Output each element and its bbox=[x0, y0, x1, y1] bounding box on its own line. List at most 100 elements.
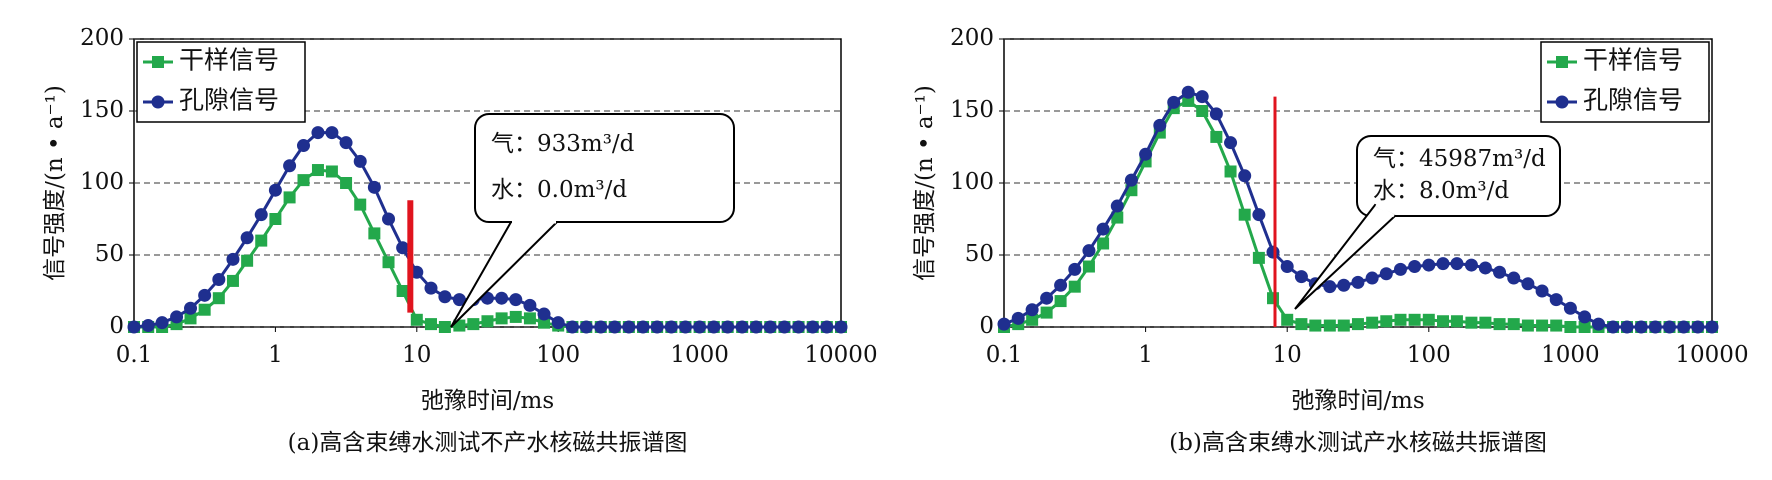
marker bbox=[396, 285, 409, 297]
marker bbox=[820, 320, 834, 334]
marker bbox=[1110, 199, 1124, 213]
marker bbox=[537, 307, 551, 321]
marker bbox=[1677, 320, 1691, 334]
y-tick-label: 100 bbox=[950, 169, 994, 195]
y-tick-label: 50 bbox=[95, 241, 124, 267]
x-tick-label: 1000 bbox=[670, 342, 729, 368]
marker bbox=[339, 136, 353, 150]
marker bbox=[636, 320, 650, 334]
marker bbox=[523, 312, 536, 325]
marker bbox=[1068, 262, 1082, 276]
marker bbox=[1082, 260, 1095, 273]
marker bbox=[1422, 258, 1436, 272]
x-tick-label: 10 bbox=[1273, 342, 1302, 368]
marker bbox=[1309, 319, 1322, 332]
marker bbox=[1040, 291, 1054, 305]
marker bbox=[1082, 244, 1096, 258]
marker bbox=[509, 293, 523, 307]
marker bbox=[1323, 280, 1337, 294]
callout-text: 气：933m³/d bbox=[491, 131, 635, 157]
marker bbox=[354, 198, 367, 211]
marker bbox=[1252, 208, 1266, 222]
marker bbox=[678, 320, 692, 334]
marker bbox=[1620, 320, 1634, 334]
marker bbox=[523, 298, 537, 312]
callout-box bbox=[474, 113, 735, 223]
marker bbox=[1224, 136, 1238, 150]
caption: (a)高含束缚水测试不产水核磁共振谱图 bbox=[288, 430, 688, 456]
x-tick-label: 1000 bbox=[1541, 342, 1600, 368]
marker bbox=[1521, 319, 1534, 332]
marker bbox=[382, 256, 395, 269]
marker bbox=[1634, 320, 1648, 334]
marker bbox=[1393, 262, 1407, 276]
marker bbox=[1252, 251, 1265, 264]
marker bbox=[241, 254, 254, 267]
marker bbox=[410, 313, 423, 326]
marker bbox=[1238, 208, 1251, 221]
marker bbox=[1521, 277, 1535, 291]
marker bbox=[424, 318, 437, 331]
y-axis-label: 信号强度/(n • a⁻¹) bbox=[912, 85, 938, 281]
marker bbox=[997, 317, 1011, 331]
marker bbox=[1408, 260, 1422, 274]
marker bbox=[198, 288, 212, 302]
x-tick-label: 10000 bbox=[804, 342, 877, 368]
marker bbox=[184, 301, 198, 315]
marker bbox=[1295, 318, 1308, 331]
x-tick-label: 0.1 bbox=[986, 342, 1023, 368]
marker bbox=[1266, 245, 1280, 259]
marker bbox=[1281, 313, 1294, 326]
marker bbox=[382, 212, 396, 226]
marker bbox=[1450, 315, 1463, 328]
marker bbox=[141, 319, 155, 333]
marker bbox=[1351, 275, 1365, 289]
marker bbox=[721, 320, 735, 334]
x-tick-label: 0.1 bbox=[116, 342, 153, 368]
marker bbox=[1549, 293, 1563, 307]
marker bbox=[495, 291, 509, 305]
marker bbox=[509, 310, 522, 323]
marker bbox=[1267, 292, 1280, 305]
marker bbox=[296, 139, 310, 153]
marker bbox=[1478, 261, 1492, 275]
marker bbox=[424, 281, 438, 295]
marker bbox=[410, 265, 424, 279]
marker bbox=[1026, 313, 1039, 326]
marker bbox=[1280, 260, 1294, 274]
marker bbox=[1408, 313, 1421, 326]
callout-text: 气：45987m³/d bbox=[1373, 146, 1546, 172]
marker bbox=[438, 321, 451, 333]
marker bbox=[1011, 311, 1025, 325]
marker bbox=[1437, 315, 1450, 328]
callout-pointer bbox=[1294, 203, 1397, 310]
marker bbox=[325, 126, 339, 140]
marker bbox=[608, 320, 622, 334]
marker bbox=[1394, 313, 1407, 326]
legend-label: 干样信号 bbox=[1583, 46, 1683, 75]
marker bbox=[127, 320, 141, 334]
marker bbox=[1507, 318, 1520, 331]
marker bbox=[1550, 319, 1563, 332]
marker bbox=[255, 234, 268, 247]
marker bbox=[1536, 319, 1549, 332]
marker bbox=[1068, 280, 1081, 293]
y-axis-label: 信号强度/(n • a⁻¹) bbox=[42, 85, 68, 281]
marker bbox=[792, 320, 806, 334]
marker bbox=[622, 320, 636, 334]
marker bbox=[806, 320, 820, 334]
marker bbox=[1210, 130, 1223, 143]
marker bbox=[693, 320, 707, 334]
marker bbox=[438, 290, 452, 304]
marker bbox=[283, 159, 297, 173]
marker bbox=[707, 320, 721, 334]
marker bbox=[1323, 319, 1336, 332]
marker bbox=[481, 315, 494, 328]
x-tick-label: 1 bbox=[268, 342, 283, 368]
marker bbox=[283, 191, 296, 204]
x-tick-label: 1 bbox=[1138, 342, 1153, 368]
x-tick-label: 100 bbox=[536, 342, 580, 368]
legend-box bbox=[1540, 41, 1710, 123]
marker bbox=[1054, 278, 1068, 292]
marker bbox=[1224, 165, 1237, 178]
